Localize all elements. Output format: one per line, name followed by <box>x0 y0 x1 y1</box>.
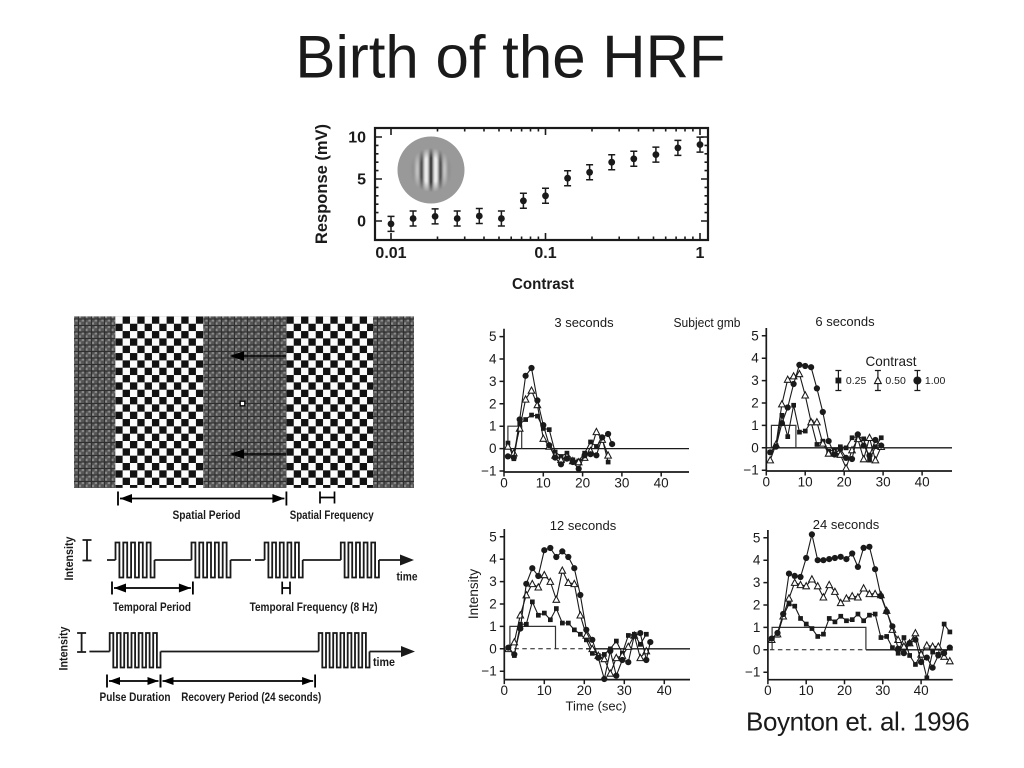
svg-text:Contrast: Contrast <box>512 276 575 293</box>
svg-text:Pulse Duration: Pulse Duration <box>100 692 171 704</box>
svg-text:40: 40 <box>915 475 930 490</box>
svg-text:Contrast: Contrast <box>866 353 917 369</box>
svg-text:Spatial Frequency: Spatial Frequency <box>290 510 375 522</box>
svg-text:4: 4 <box>753 553 761 568</box>
svg-text:1.00: 1.00 <box>925 375 946 387</box>
svg-text:5: 5 <box>489 529 497 544</box>
svg-text:0: 0 <box>764 683 772 698</box>
svg-text:10: 10 <box>537 683 552 698</box>
svg-text:3: 3 <box>753 575 761 590</box>
svg-text:time: time <box>397 572 418 584</box>
svg-text:2: 2 <box>489 396 497 411</box>
svg-text:30: 30 <box>875 683 890 698</box>
svg-text:0.50: 0.50 <box>885 375 906 387</box>
svg-text:0.1: 0.1 <box>534 245 556 262</box>
svg-text:Subject gmb: Subject gmb <box>674 315 741 330</box>
svg-text:Recovery Period (24 seconds): Recovery Period (24 seconds) <box>181 692 321 704</box>
svg-text:20: 20 <box>837 475 852 490</box>
svg-text:time: time <box>373 657 395 669</box>
svg-text:5: 5 <box>751 328 759 343</box>
svg-text:Intensity: Intensity <box>64 536 76 581</box>
svg-text:3: 3 <box>751 373 759 388</box>
svg-text:1: 1 <box>696 245 705 262</box>
svg-text:40: 40 <box>654 476 669 491</box>
svg-text:−1: −1 <box>745 665 760 680</box>
svg-text:2: 2 <box>489 597 497 612</box>
svg-text:3: 3 <box>489 574 497 589</box>
svg-text:0.25: 0.25 <box>846 375 867 387</box>
svg-text:−1: −1 <box>481 664 496 679</box>
svg-text:12 seconds: 12 seconds <box>550 518 617 533</box>
svg-text:Intensity: Intensity <box>466 569 481 620</box>
svg-text:Response (mV): Response (mV) <box>313 124 331 244</box>
svg-text:24 seconds: 24 seconds <box>813 517 880 532</box>
svg-text:30: 30 <box>617 683 632 698</box>
svg-text:10: 10 <box>536 476 551 491</box>
svg-text:Temporal Frequency (8 Hz): Temporal Frequency (8 Hz) <box>250 602 378 614</box>
svg-text:40: 40 <box>914 683 929 698</box>
svg-text:−1: −1 <box>743 463 758 478</box>
svg-text:2: 2 <box>753 598 761 613</box>
svg-text:30: 30 <box>614 476 629 491</box>
svg-text:5: 5 <box>489 329 497 344</box>
svg-text:Intensity: Intensity <box>59 626 71 671</box>
svg-text:0: 0 <box>500 476 508 491</box>
svg-text:20: 20 <box>577 683 592 698</box>
svg-text:4: 4 <box>489 352 497 367</box>
svg-text:6 seconds: 6 seconds <box>815 314 875 329</box>
svg-text:5: 5 <box>357 172 366 189</box>
svg-text:4: 4 <box>489 552 497 567</box>
svg-text:1: 1 <box>753 620 761 635</box>
svg-text:20: 20 <box>837 683 852 698</box>
svg-text:40: 40 <box>657 683 672 698</box>
svg-text:5: 5 <box>753 530 761 545</box>
svg-text:1: 1 <box>489 619 497 634</box>
svg-text:0: 0 <box>357 214 366 231</box>
svg-text:10: 10 <box>799 683 814 698</box>
svg-text:1: 1 <box>751 418 759 433</box>
svg-text:20: 20 <box>575 476 590 491</box>
svg-text:0: 0 <box>763 475 771 490</box>
svg-text:3 seconds: 3 seconds <box>554 315 614 330</box>
svg-text:−1: −1 <box>481 464 496 479</box>
svg-text:Temporal Period: Temporal Period <box>113 602 191 614</box>
svg-text:Time (sec): Time (sec) <box>566 699 627 714</box>
svg-text:0: 0 <box>751 440 759 455</box>
svg-text:Birth of the HRF: Birth of the HRF <box>295 24 725 91</box>
svg-text:0.01: 0.01 <box>375 245 406 262</box>
svg-text:10: 10 <box>348 130 366 147</box>
svg-text:Boynton et. al. 1996: Boynton et. al. 1996 <box>746 707 969 737</box>
svg-text:10: 10 <box>798 475 813 490</box>
svg-text:30: 30 <box>876 475 891 490</box>
svg-text:0: 0 <box>489 641 497 656</box>
svg-text:1: 1 <box>489 419 497 434</box>
svg-text:3: 3 <box>489 374 497 389</box>
svg-text:0: 0 <box>489 441 497 456</box>
svg-text:0: 0 <box>753 642 761 657</box>
svg-text:Spatial Period: Spatial Period <box>173 510 241 522</box>
svg-text:2: 2 <box>751 396 759 411</box>
svg-text:0: 0 <box>501 683 509 698</box>
svg-text:4: 4 <box>751 351 759 366</box>
